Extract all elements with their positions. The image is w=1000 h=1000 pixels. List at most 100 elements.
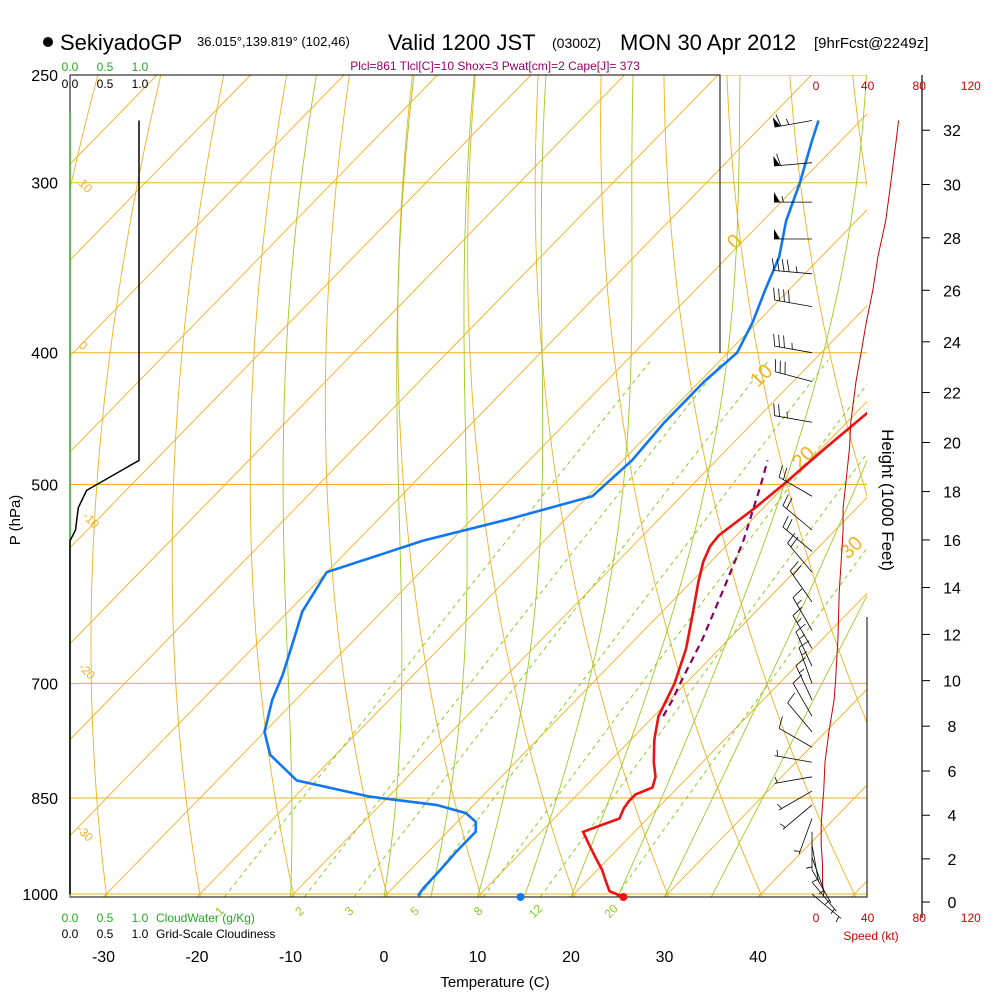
wind-barb-feather [792,606,803,616]
utc-time: (0300Z) [552,35,601,51]
wind-barb-pennant [774,229,780,239]
wind-barb-half-feather [774,777,778,784]
cloudiness-tick-top: 0.5 [97,77,114,91]
wind-barb-pennant [774,192,780,203]
moist-adiabat-line [383,75,415,897]
wind-barb-staff [811,893,842,919]
wind-barb-feather [788,290,790,303]
wind-barb-half-feather [812,878,819,883]
wind-barb-feather [783,289,785,302]
wind-barb-staff [792,615,813,649]
wind-barb-half-feather [786,411,788,418]
wind-speed-tick-top: 40 [861,79,875,93]
mixing-ratio-label: 12 [526,901,546,921]
wind-barb-staff [778,790,813,811]
wind-barb-feather [798,640,810,648]
surface-temperature-dot [619,893,628,901]
wind-barb-feather [792,565,802,576]
isotherm-line [290,305,867,897]
height-tick-label: 8 [948,719,957,736]
wind-barb-feather [790,536,799,548]
pressure-tick-label: 500 [31,478,58,495]
wind-barb-feather [776,258,780,271]
wind-barb [773,192,813,203]
wind-barb-half-feather [796,618,802,623]
dry-adiabat-line [979,75,1000,897]
wind-barb [787,692,813,733]
wind-barb-staff [811,869,832,904]
wind-barb-half-feather [799,668,805,674]
wind-barb-feather [782,515,789,528]
pressure-tick-label: 700 [31,676,58,693]
temperature-tick-label: 20 [562,949,580,966]
cloudiness-tick-bottom: 1.0 [132,927,149,941]
wind-barb-feather [792,588,803,598]
wind-speed-tick-bottom: 80 [913,911,927,925]
pressure-tick-label: 300 [31,176,58,193]
isotherm-line [70,75,532,549]
cloud-water-tick-top: 1.0 [132,60,149,74]
wind-barb-feather [773,287,775,301]
cloudiness-tick-bottom: 0.5 [97,927,114,941]
isotherm-line [851,880,867,897]
wind-barb-staff [811,857,826,894]
station-name: SekiyadoGP [60,30,182,55]
wind-barb [793,818,813,855]
height-tick-label: 30 [943,177,961,194]
wind-barb-half-feather [785,118,790,125]
height-tick-label: 0 [948,895,957,912]
valid-time: Valid 1200 JST [388,30,536,55]
chart-header: SekiyadoGP 36.015°,139.819° (102,46) Val… [43,30,928,73]
cloud-water-tick-bottom: 0.5 [97,911,114,925]
wind-barb-feather [778,404,780,417]
pressure-tick-label: 850 [31,791,58,808]
height-tick-label: 2 [948,852,957,869]
mixing-ratio-line [482,383,867,897]
height-axis-label: Height (1000 Feet) [878,429,897,571]
wind-speed-tick-bottom: 40 [861,911,875,925]
dry-adiabat-line [663,75,857,897]
wind-barb-half-feather [801,651,808,656]
wind-barb-staff [792,683,813,717]
cloudiness-tick-bottom: 0.0 [62,927,79,941]
wind-barb-staff [774,755,813,763]
wind-barb-staff [778,476,813,497]
height-tick-label: 10 [943,674,961,691]
wind-speed-title: Speed (kt) [843,929,898,943]
wind-barb-staff [811,881,837,912]
pressure-tick-label: 400 [31,346,58,363]
wind-barb-feather [786,519,793,531]
wind-barb-half-feather [793,850,801,852]
height-tick-label: 28 [943,231,961,248]
wind-barb-half-feather [835,916,840,923]
cloudiness-title: Grid-Scale Cloudiness [156,927,275,941]
pressure-tick-label: 1000 [22,887,58,904]
wind-barb [778,716,813,748]
temperature-tick-label: -30 [92,949,115,966]
isotherm-line [70,75,719,741]
mixing-ratio-label: 8 [471,904,486,919]
height-tick-label: 26 [943,283,961,300]
cloud-water-tick-top: 0.0 [62,60,79,74]
isotherm-line [103,113,867,897]
y-axis-label: P (hPa) [7,495,24,546]
height-tick-label: 18 [943,485,961,502]
mixing-ratio-label: 5 [407,904,422,919]
mixing-ratio-line [304,359,725,897]
wind-speed-tick-top: 120 [961,79,981,93]
wind-barb-feather [778,334,780,348]
wind-barb-staff [774,345,813,354]
wind-barb [789,561,813,603]
mixing-ratio-label: 2 [292,904,307,919]
wind-barb-staff [787,542,813,573]
wind-barb-staff [787,702,813,733]
wind-barb-feather [787,692,796,704]
wind-barb [782,494,813,531]
wind-barb-feather [795,657,806,666]
height-tick-label: 24 [943,335,961,352]
mixing-ratio-label: 3 [342,904,357,919]
wind-barb-staff [778,727,813,748]
wind-barb [811,893,842,923]
wind-barb-staff [789,570,813,603]
height-tick-label: 22 [943,386,961,403]
